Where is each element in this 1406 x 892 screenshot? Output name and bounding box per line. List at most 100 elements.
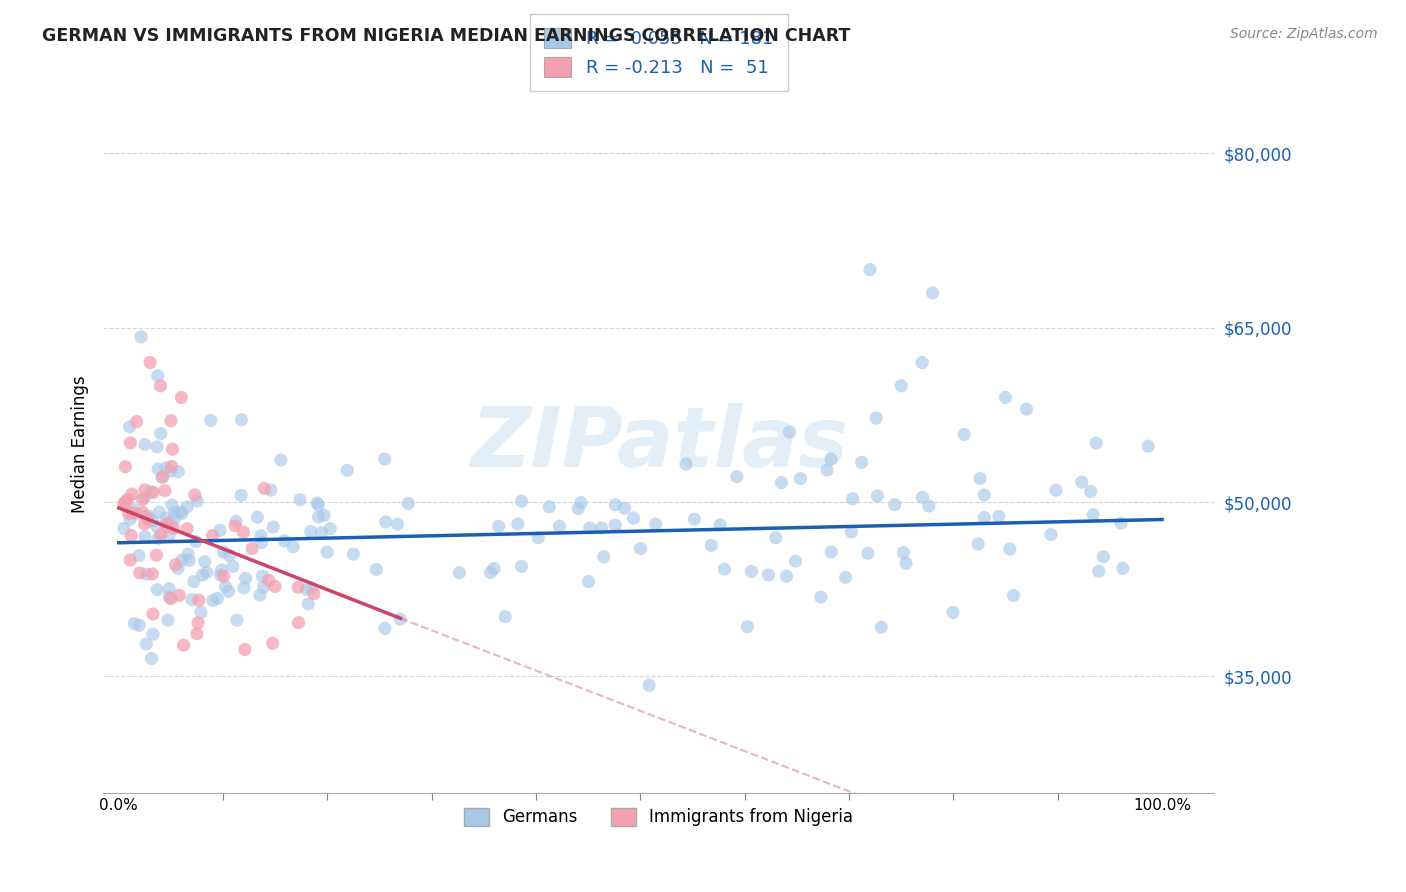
Point [124,616,146,631]
Point [188,593,211,607]
Legend: Germans, Immigrants from Nigeria: Germans, Immigrants from Nigeria [457,801,860,833]
Point [156,613,179,627]
Point [112,496,135,510]
Point [162,442,184,457]
Point [374,515,396,529]
Point [173,638,195,652]
Point [1085,436,1108,450]
Point [253,580,276,594]
Point [170,391,193,405]
Point [184,534,207,549]
Point [449,566,471,580]
Point [153,483,176,498]
Point [866,489,889,503]
Point [176,500,198,514]
Point [125,415,148,429]
Point [253,482,276,496]
Point [316,545,339,559]
Point [224,519,246,533]
Point [1040,527,1063,541]
Point [146,519,169,533]
Point [644,517,666,532]
Point [134,437,156,451]
Point [288,492,311,507]
Point [623,511,645,525]
Point [494,609,516,624]
Point [387,517,409,532]
Point [998,542,1021,557]
Point [859,262,882,277]
Point [191,568,214,582]
Point [1080,484,1102,499]
Point [190,606,212,620]
Y-axis label: Median Earnings: Median Earnings [72,376,89,513]
Point [510,559,533,574]
Point [122,502,145,516]
Point [233,581,256,595]
Point [181,592,204,607]
Point [973,488,995,502]
Point [141,514,163,528]
Point [246,510,269,524]
Point [201,528,224,542]
Point [810,590,832,604]
Point [967,537,990,551]
Point [1112,561,1135,575]
Point [973,510,995,524]
Point [969,471,991,485]
Point [605,498,627,512]
Point [138,509,160,524]
Point [177,547,200,561]
Point [176,522,198,536]
Point [578,574,600,589]
Point [170,507,193,521]
Point [740,565,762,579]
Point [307,498,329,512]
Point [841,491,863,506]
Point [1045,483,1067,498]
Point [157,528,180,542]
Point [114,459,136,474]
Point [170,553,193,567]
Point [167,465,190,479]
Point [118,419,141,434]
Point [883,498,905,512]
Point [605,518,627,533]
Point [120,512,142,526]
Point [160,498,183,512]
Point [591,521,613,535]
Point [262,520,284,534]
Point [569,496,592,510]
Point [150,470,173,484]
Point [613,501,636,516]
Point [709,518,731,533]
Point [482,561,505,575]
Point [592,549,614,564]
Point [186,626,208,640]
Point [127,507,149,521]
Point [775,569,797,583]
Point [218,548,240,562]
Point [212,545,235,559]
Point [156,520,179,534]
Point [139,484,162,499]
Point [214,580,236,594]
Point [148,505,170,519]
Point [252,569,274,583]
Point [851,455,873,469]
Point [700,538,723,552]
Point [117,492,139,507]
Point [765,531,787,545]
Point [155,511,177,525]
Point [921,285,943,300]
Point [890,379,912,393]
Point [319,522,342,536]
Point [194,555,217,569]
Point [135,637,157,651]
Point [121,506,143,520]
Point [1092,549,1115,564]
Point [893,546,915,560]
Point [200,413,222,427]
Point [638,678,661,692]
Point [142,485,165,500]
